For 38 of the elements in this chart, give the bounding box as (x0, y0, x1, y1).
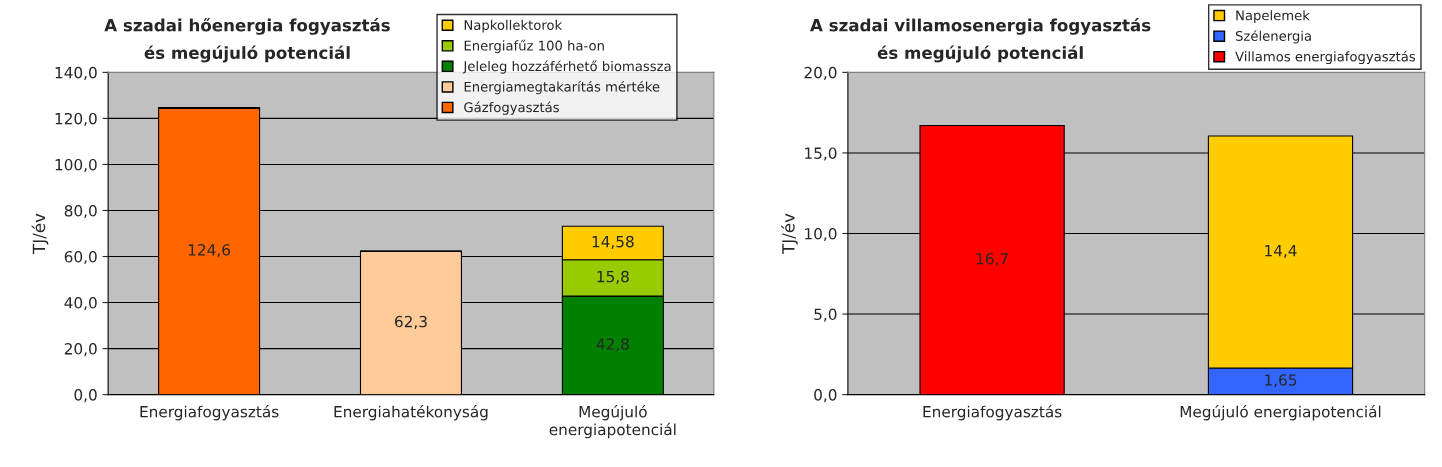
chart-title: A szadai hőenergia fogyasztás és megújuló potenciál (104, 17, 390, 63)
data-label: 124,6 (188, 244, 230, 258)
y-tick-label: 0,0 (814, 389, 837, 403)
y-tick-label: 100,0 (55, 158, 97, 173)
x-tick-label: Megújuló energiapotenciál (549, 405, 676, 439)
data-label: 42,8 (596, 338, 629, 352)
legend-label: Napelemek (1236, 10, 1310, 23)
data-label: 1,65 (1265, 374, 1297, 388)
legend-label: Energiamegtakarítás mértéke (464, 80, 660, 95)
x-tick-label: Megújuló energiapotenciál (1180, 405, 1381, 421)
legend-label: Szélenergia (1235, 30, 1311, 44)
y-tick-label: 20,0 (804, 66, 837, 80)
y-tick-label: 5,0 (814, 308, 837, 322)
y-tick-label: 40,0 (64, 297, 97, 311)
legend-label: Napkollektorok (464, 19, 563, 33)
legend-label: Jeleleg hozzáférhető biomassza (462, 60, 671, 74)
y-tick-label: 140,0 (55, 66, 97, 80)
legend-label: Villamos energiafogyasztás (1235, 50, 1416, 65)
y-tick-label: 20,0 (64, 343, 97, 357)
y-tick-label: 80,0 (64, 204, 97, 219)
y-tick-label: 0,0 (74, 389, 97, 403)
y-axis-title: TJ/év (781, 213, 798, 254)
legend-label: Energiafűz 100 ha-on (464, 39, 604, 54)
y-tick-label: 60,0 (64, 250, 97, 265)
data-label: 14,4 (1265, 245, 1297, 259)
legend-label: Gázfogyasztás (464, 101, 559, 115)
x-tick-label: Energiafogyasztás (923, 405, 1062, 421)
data-label: 14,58 (592, 235, 634, 249)
data-label: 16,7 (976, 252, 1008, 267)
y-tick-label: 120,0 (55, 112, 97, 126)
x-tick-label: Energiafogyasztás (140, 405, 279, 421)
data-label: 62,3 (395, 315, 427, 329)
y-tick-label: 10,0 (805, 227, 837, 242)
chart-title: A szadai villamosenergia fogyasztás és megújuló potenciál (810, 17, 1151, 63)
x-tick-label: Energiahatékonyság (334, 405, 488, 421)
y-axis-title: TJ/év (31, 213, 49, 254)
y-tick-label: 15,0 (805, 147, 837, 161)
data-label: 15,8 (597, 270, 629, 284)
